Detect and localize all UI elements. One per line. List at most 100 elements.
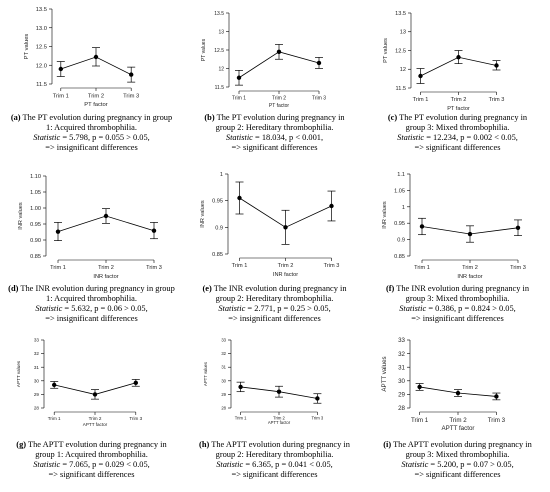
caption-f: (f) The INR evolution during pregnancy i… xyxy=(366,284,549,324)
y-tick-label: 0.85 xyxy=(212,252,223,258)
y-tick-label: 30 xyxy=(221,378,226,383)
caption-line1: The APTT evolution during pregnancy in xyxy=(391,440,532,449)
y-tick-label: 12.5 xyxy=(214,48,224,54)
y-axis-label: PT values xyxy=(201,38,207,61)
x-axis-label: APTT factor xyxy=(442,425,475,432)
y-axis-label: APTT values xyxy=(16,360,21,387)
data-point xyxy=(129,72,134,77)
caption-letter: (h) xyxy=(199,440,210,449)
panel-d: 0.85 0.90 0.95 1.00 1.05 1.10 Trim 1 Trim 2 Trim… xyxy=(0,164,183,328)
x-tick-label: Trim 1 xyxy=(232,263,248,269)
conclusion: => insignificant differences xyxy=(45,314,138,323)
y-tick-label: 12.5 xyxy=(395,48,406,54)
x-axis-label: APTT factor xyxy=(268,420,291,425)
caption-d: (d) The INR evolution during pregnancy i… xyxy=(0,284,183,324)
chart-a: 11.5 12.0 12.5 13.0 13.5 Trim 1 Trim 2 Trim 3 PT… xyxy=(24,7,139,108)
data-point xyxy=(494,394,499,399)
conclusion: => insignificant differences xyxy=(411,314,504,323)
panel-i: 28 29 30 31 32 33 Trim 1 Trim 2 Trim 3 APTT facto… xyxy=(366,328,549,492)
x-axis-label: PT factor xyxy=(447,106,470,112)
x-tick-label: Trim 2 xyxy=(98,265,114,271)
data-point xyxy=(58,66,63,72)
y-tick-label: 1.05 xyxy=(30,190,41,196)
y-tick-label: 32 xyxy=(398,351,405,358)
y-tick-label: 12 xyxy=(218,66,224,72)
caption-line2: 1: Acquired thrombophilia. xyxy=(46,123,137,132)
caption-line1: The INR evolution during pregnancy in xyxy=(211,284,347,293)
y-tick-label: 29 xyxy=(221,392,226,397)
data-point xyxy=(315,396,320,401)
statistic-value: = 5.200, p = 0.07 > 0.05, xyxy=(428,460,514,469)
y-tick-label: 11.5 xyxy=(215,85,225,91)
conclusion: => insignificant differences xyxy=(228,314,321,323)
caption-letter: (i) xyxy=(383,440,392,449)
statistic-value: = 0.386, p = 0.824 > 0.05, xyxy=(426,304,516,313)
x-tick-label: Trim 3 xyxy=(312,96,326,102)
chart-g: 28 29 30 31 32 33 Trim 1 Trim 2 Trim 3 APTT facto… xyxy=(16,338,143,427)
data-point xyxy=(417,384,422,390)
panel-h: 28 29 30 31 32 33 Trim 1 Trim 2 Trim 3 APTT facto… xyxy=(183,328,366,492)
statistic-value: = 18.034, p < 0.001, xyxy=(252,133,324,142)
y-tick-label: 1.00 xyxy=(30,206,41,212)
chart-i: 28 29 30 31 32 33 Trim 1 Trim 2 Trim 3 APTT facto… xyxy=(381,337,506,432)
caption-line1: The PT evolution during pregnancy in gro… xyxy=(20,113,173,122)
conclusion: => significant differences xyxy=(231,143,318,152)
conclusion: => significant differences xyxy=(231,470,318,479)
x-tick-label: Trim 2 xyxy=(273,416,285,421)
x-tick-label: Trim 3 xyxy=(488,417,506,424)
y-tick-label: 12.5 xyxy=(36,45,47,51)
panel-a: 11.5 12.0 12.5 13.0 13.5 Trim 1 Trim 2 Trim 3 PT… xyxy=(0,0,183,164)
data-point xyxy=(515,225,521,230)
x-tick-label: Trim 1 xyxy=(413,97,429,103)
y-axis-label: INR values xyxy=(18,202,24,230)
x-tick-label: Trim 3 xyxy=(146,265,162,271)
data-point xyxy=(236,75,242,80)
y-tick-label: 0.95 xyxy=(30,222,41,228)
y-tick-label: 0.95 xyxy=(212,199,223,205)
y-tick-label: 13 xyxy=(218,29,224,35)
data-point xyxy=(151,228,157,233)
y-tick-label: 11.5 xyxy=(396,86,406,92)
data-point xyxy=(92,392,98,397)
data-point xyxy=(103,213,109,219)
data-point xyxy=(93,54,99,60)
caption-letter: (d) xyxy=(8,284,19,293)
caption-line2: group 2: Hereditary thrombophilia. xyxy=(215,123,334,132)
x-axis-label: INR factor xyxy=(457,274,482,280)
statistic-label: Statistic xyxy=(401,460,429,469)
statistic-value: = 2.771, p = 0.25 > 0.05, xyxy=(245,304,331,313)
y-tick-label: 29 xyxy=(34,392,40,397)
x-tick-label: Trim 1 xyxy=(53,93,69,99)
y-axis-label: INR values xyxy=(382,201,388,229)
caption-line1: The PT evolution during pregnancy in xyxy=(214,113,345,122)
caption-line2: 1: Acquired thrombophilia. xyxy=(46,294,137,303)
y-tick-label: 13.5 xyxy=(214,11,224,17)
x-tick-label: Trim 3 xyxy=(312,416,324,421)
y-tick-label: 13.0 xyxy=(36,26,47,32)
data-point xyxy=(316,60,322,66)
caption-line1: The INR evolution during pregnancy in xyxy=(394,284,530,293)
y-tick-label: 13.5 xyxy=(36,7,47,13)
chart-e: 0.85 0.9 0.95 1 Trim 1 Trim 2 Trim 3 INR factor… xyxy=(200,172,339,278)
y-tick-label: 33 xyxy=(34,338,40,343)
statistic-label: Statistic xyxy=(225,133,253,142)
caption-a: (a) The PT evolution during pregnancy in… xyxy=(0,113,183,153)
x-tick-label: Trim 1 xyxy=(50,265,66,271)
statistic-label: Statistic xyxy=(33,460,61,469)
y-tick-label: 31 xyxy=(34,365,40,370)
y-tick-label: 1.1 xyxy=(397,172,405,178)
y-tick-label: 12 xyxy=(400,67,406,73)
y-tick-label: 0.90 xyxy=(30,238,41,244)
x-tick-label: Trim 3 xyxy=(489,97,505,103)
caption-line2: group 2: Hereditary thrombophilia. xyxy=(215,450,334,459)
data-point xyxy=(133,380,138,386)
x-tick-label: Trim 2 xyxy=(451,97,467,103)
y-tick-label: 1.05 xyxy=(394,188,405,194)
y-tick-label: 12.0 xyxy=(36,63,47,69)
statistic-value: = 5.798, p = 0.055 > 0.05, xyxy=(60,133,150,142)
x-tick-label: Trim 3 xyxy=(129,416,142,421)
panel-e: 0.85 0.9 0.95 1 Trim 1 Trim 2 Trim 3 INR factor… xyxy=(183,164,366,328)
x-tick-label: Trim 2 xyxy=(278,263,294,269)
statistic-value: = 5.632, p = 0.06 > 0.05, xyxy=(62,304,148,313)
caption-g: (g) The APTT evolution during pregnancy … xyxy=(0,440,183,480)
